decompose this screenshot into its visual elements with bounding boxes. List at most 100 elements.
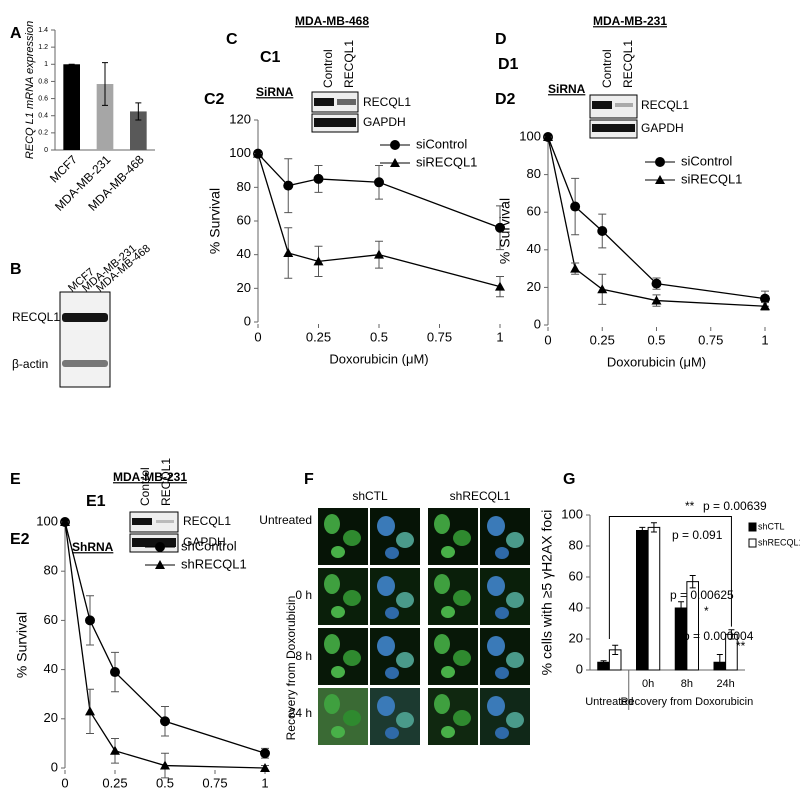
x-tick-label: 0.25 bbox=[306, 329, 331, 344]
error-bar bbox=[102, 62, 108, 106]
marker bbox=[570, 201, 581, 212]
blot-band: GAPDH bbox=[641, 121, 684, 135]
x-tick-label: 24h bbox=[716, 678, 734, 690]
y-tick-label: 20 bbox=[237, 280, 251, 295]
legend-swatch bbox=[748, 522, 757, 532]
legend-marker bbox=[155, 542, 165, 552]
y-tick-label: 80 bbox=[237, 179, 251, 194]
panel-label: E1 bbox=[86, 493, 106, 510]
panel-label: G bbox=[563, 471, 575, 488]
marker bbox=[495, 281, 505, 291]
blot-band: β-actin bbox=[12, 357, 48, 371]
blot-title: MDA-MB-231 bbox=[593, 14, 667, 28]
error-bar bbox=[689, 574, 696, 589]
y-tick-label: 1.4 bbox=[38, 27, 48, 34]
x-tick-label: 0.75 bbox=[202, 775, 227, 790]
bar bbox=[647, 526, 661, 671]
marker bbox=[651, 278, 662, 289]
panel-label: E bbox=[10, 471, 21, 488]
blot-sample: Control bbox=[600, 49, 614, 88]
legend-label: shRECQL1 bbox=[181, 556, 247, 571]
marker bbox=[110, 745, 120, 755]
error-bar bbox=[639, 526, 646, 535]
marker bbox=[570, 263, 581, 273]
y-tick-label: 60 bbox=[569, 568, 583, 583]
blot-band: GAPDH bbox=[183, 535, 226, 549]
row-label: 8 h bbox=[295, 649, 312, 663]
legend-label: shCTL bbox=[758, 521, 785, 531]
panel-label: C2 bbox=[204, 91, 225, 108]
marker bbox=[85, 615, 95, 626]
legend-label: siControl bbox=[416, 136, 467, 151]
x-tick-label: 0.5 bbox=[156, 775, 174, 790]
y-tick-label: 60 bbox=[237, 212, 251, 227]
y-tick-label: 1.2 bbox=[38, 44, 48, 51]
x-tick-label: 0.5 bbox=[370, 329, 388, 344]
microscopy: shCTL shRECQL1 Untreated 0 h 8 h 24 h Re… bbox=[259, 489, 530, 745]
error-bar bbox=[135, 102, 142, 121]
error-bar bbox=[716, 654, 723, 671]
legend-marker bbox=[155, 560, 165, 569]
y-tick-label: 80 bbox=[527, 166, 541, 181]
marker bbox=[374, 177, 384, 188]
x-tick-label: 0.75 bbox=[698, 332, 723, 347]
marker bbox=[760, 293, 770, 304]
x-axis-label: Doxorubicin (μM) bbox=[607, 354, 706, 369]
marker bbox=[543, 132, 553, 141]
x-tick-label: 0.25 bbox=[102, 775, 127, 790]
y-axis-label: RECQ L1 mRNA expression bbox=[24, 21, 36, 159]
marker bbox=[260, 748, 270, 759]
bar bbox=[636, 530, 649, 671]
x-tick-label: 0.25 bbox=[590, 332, 615, 347]
marker bbox=[160, 760, 170, 770]
x-tick-label: 1 bbox=[761, 332, 768, 347]
blot-band: RECQL1 bbox=[641, 98, 689, 112]
marker bbox=[313, 256, 324, 266]
row-label: 24 h bbox=[289, 706, 312, 720]
y-tick-label: 40 bbox=[569, 599, 583, 614]
panel-label: B bbox=[10, 261, 22, 278]
column-label: shRECQL1 bbox=[450, 489, 511, 503]
legend-label: siRECQL1 bbox=[681, 171, 742, 186]
panel-label: C bbox=[226, 31, 238, 48]
blot: MCF7 MDA-MB-231 MDA-MB-468 RECQL1 β-acti… bbox=[12, 243, 153, 388]
x-tick-label: Untreated bbox=[585, 696, 633, 708]
row-label: Untreated bbox=[259, 513, 312, 527]
blot: MDA-MB-231 SiRNA Control RECQL1 RECQL1 G… bbox=[548, 14, 689, 139]
y-tick-label: 0.4 bbox=[38, 113, 48, 120]
legend-label: shRECQL1 bbox=[758, 537, 800, 547]
bar bbox=[130, 111, 147, 150]
y-tick-label: 100 bbox=[519, 128, 541, 143]
error-bar bbox=[612, 644, 619, 655]
panel-label: F bbox=[304, 471, 314, 488]
error-bar bbox=[650, 522, 657, 533]
row-label: 0 h bbox=[295, 588, 312, 602]
y-axis-label: % cells with ≥5 γH2AX foci bbox=[539, 510, 555, 676]
legend-label: siRECQL1 bbox=[416, 154, 477, 169]
y-tick-label: 20 bbox=[44, 710, 58, 725]
y-tick-label: 1 bbox=[44, 61, 48, 68]
legend-marker bbox=[390, 140, 400, 150]
y-tick-label: 100 bbox=[36, 513, 58, 528]
y-tick-label: 0.8 bbox=[38, 78, 48, 85]
axis-label: Recovery from Doxorubicin bbox=[284, 596, 298, 741]
marker bbox=[760, 301, 770, 311]
y-tick-label: 80 bbox=[44, 563, 58, 578]
panel-label: D1 bbox=[498, 56, 519, 73]
y-tick-label: 20 bbox=[569, 630, 583, 645]
y-tick-label: 120 bbox=[229, 111, 251, 126]
y-axis-label: % Survival bbox=[497, 198, 513, 264]
y-tick-label: 0 bbox=[44, 147, 48, 154]
legend-marker bbox=[390, 158, 400, 167]
legend-label: shControl bbox=[181, 538, 237, 553]
y-tick-label: 0 bbox=[244, 313, 251, 328]
annotation: p = 0.00639 bbox=[703, 499, 767, 513]
marker bbox=[260, 763, 270, 772]
y-axis-label: % Survival bbox=[14, 612, 30, 678]
panel-label: C1 bbox=[260, 49, 281, 66]
y-tick-label: 100 bbox=[229, 145, 251, 160]
marker bbox=[283, 180, 294, 191]
y-tick-label: 0 bbox=[51, 759, 58, 774]
marker bbox=[60, 517, 70, 526]
